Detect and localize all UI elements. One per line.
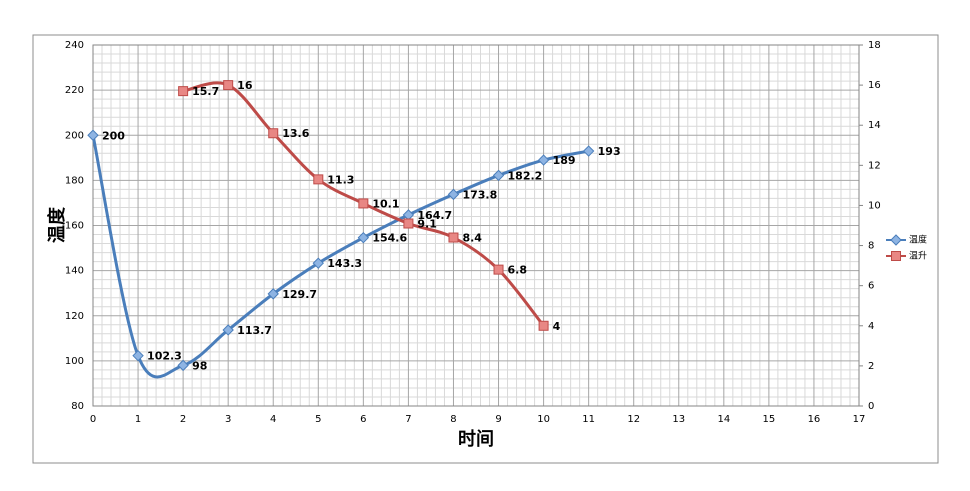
marker	[492, 169, 505, 182]
y2-tick-label: 14	[868, 120, 881, 131]
legend-entry: 温度	[886, 234, 927, 246]
data-label: 143.3	[327, 257, 362, 270]
x-tick-label: 17	[853, 414, 866, 425]
x-axis-title: 时间	[458, 429, 494, 450]
data-label: 6.8	[508, 264, 528, 277]
y2-tick-label: 16	[868, 80, 881, 91]
y-tick-label: 80	[71, 401, 84, 412]
y-tick-label: 240	[65, 40, 84, 51]
legend-label: 温升	[909, 251, 927, 262]
y-tick-label: 140	[65, 266, 84, 277]
data-label: 173.8	[462, 188, 497, 201]
plot-border	[92, 44, 860, 407]
data-label: 11.3	[327, 173, 354, 186]
y2-tick-label: 6	[868, 281, 874, 292]
y-axis-title: 温度	[46, 206, 68, 243]
x-tick-label: 10	[537, 414, 550, 425]
data-label: 154.6	[372, 232, 407, 245]
data-label: 102.3	[147, 350, 182, 363]
y2-tick-label: 18	[868, 40, 881, 51]
marker	[313, 174, 324, 185]
marker	[537, 154, 550, 166]
y-tick-label: 180	[65, 175, 84, 186]
marker	[223, 80, 234, 91]
data-label: 164.7	[417, 209, 452, 222]
y-tick-label: 100	[65, 356, 84, 367]
marker	[493, 264, 504, 275]
y-tick-label: 120	[65, 311, 84, 322]
data-label: 98	[192, 359, 207, 372]
x-tick-label: 3	[225, 414, 231, 425]
marker	[447, 188, 460, 201]
marker	[538, 320, 549, 331]
data-label: 189	[553, 154, 576, 167]
data-label: 200	[102, 129, 125, 142]
x-tick-label: 12	[627, 414, 640, 425]
marker	[222, 324, 234, 336]
marker	[357, 231, 370, 244]
marker	[268, 128, 279, 139]
y2-tick-label: 12	[868, 160, 881, 171]
marker	[890, 234, 902, 246]
marker	[448, 232, 459, 243]
marker	[178, 86, 189, 97]
y-tick-label: 160	[65, 221, 84, 232]
data-label: 193	[598, 145, 621, 158]
x-tick-label: 0	[90, 414, 96, 425]
legend-entry: 温升	[886, 251, 927, 262]
data-label: 182.2	[508, 169, 543, 182]
data-label: 9.1	[417, 217, 437, 230]
data-label: 10.1	[372, 197, 399, 210]
x-tick-label: 1	[135, 414, 141, 425]
marker	[891, 251, 901, 261]
y-tick-label: 200	[65, 130, 84, 141]
x-tick-label: 11	[582, 414, 595, 425]
x-tick-label: 15	[763, 414, 776, 425]
data-label: 129.7	[282, 288, 317, 301]
marker	[177, 359, 189, 372]
x-tick-label: 14	[717, 414, 730, 425]
marker	[87, 129, 99, 141]
x-tick-label: 5	[315, 414, 321, 425]
x-tick-label: 16	[808, 414, 821, 425]
data-label: 8.4	[462, 232, 482, 245]
y-tick-label: 220	[65, 85, 84, 96]
data-label: 16	[237, 79, 253, 92]
data-label: 4	[553, 320, 561, 333]
legend-label: 温度	[909, 234, 927, 246]
data-label: 13.6	[282, 127, 309, 140]
x-tick-label: 6	[360, 414, 366, 425]
data-label: 15.7	[192, 85, 219, 98]
x-tick-label: 8	[450, 414, 456, 425]
marker	[358, 198, 369, 209]
data-label: 113.7	[237, 324, 272, 337]
x-tick-label: 7	[405, 414, 411, 425]
x-tick-label: 13	[672, 414, 685, 425]
marker	[403, 218, 414, 229]
marker	[312, 257, 325, 269]
y2-tick-label: 10	[868, 200, 881, 211]
marker	[267, 288, 279, 300]
y2-tick-label: 2	[868, 361, 874, 372]
x-tick-label: 4	[270, 414, 276, 425]
marker	[582, 145, 595, 157]
y2-tick-label: 0	[868, 401, 874, 412]
marker	[132, 349, 144, 362]
y2-tick-label: 4	[868, 321, 874, 332]
x-tick-label: 2	[180, 414, 186, 425]
x-tick-label: 9	[495, 414, 501, 425]
y2-tick-label: 8	[868, 241, 874, 252]
